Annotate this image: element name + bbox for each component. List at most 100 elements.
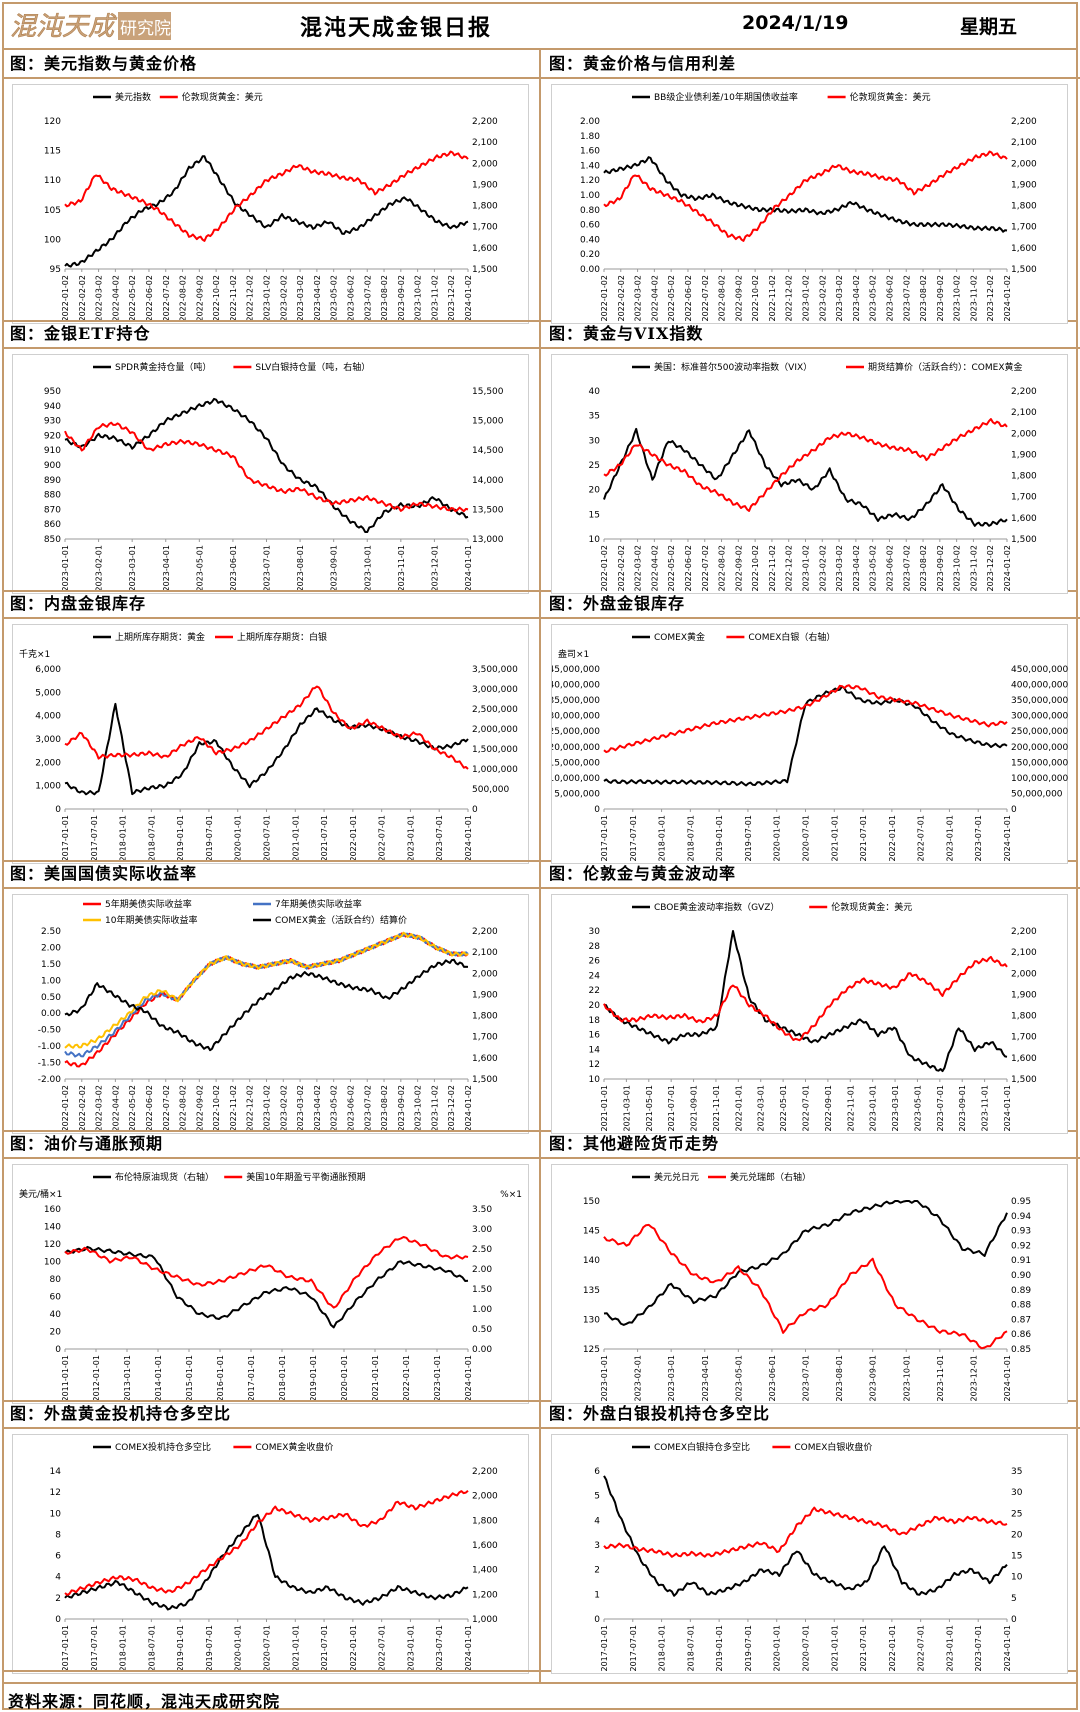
title-divider bbox=[541, 347, 1080, 349]
title-divider bbox=[2, 347, 541, 349]
x-tick-label: 2020-07-01 bbox=[263, 815, 272, 862]
title-divider bbox=[541, 1427, 1080, 1429]
legend: 布伦特原油现货（右轴） 美国10年期盈亏平衡通胀预期 bbox=[93, 1171, 366, 1183]
y-tick-label-left: 940 bbox=[44, 402, 61, 412]
series-line bbox=[64, 702, 469, 796]
legend-label: 10年期美债实际收益率 bbox=[105, 914, 197, 926]
y-tick-label-left: 140 bbox=[44, 1223, 61, 1233]
x-tick-label: 2020-07-01 bbox=[802, 815, 811, 862]
x-tick-label: 2022-02-02 bbox=[617, 545, 626, 592]
x-tick-label: 2023-07-01 bbox=[435, 815, 444, 862]
title-divider bbox=[2, 617, 541, 619]
row-divider bbox=[2, 860, 1078, 862]
x-tick-label: 2022-04-02 bbox=[650, 275, 659, 322]
legend-label: COMEX白银（右轴） bbox=[748, 631, 835, 643]
y-tick-label-left: 1.00 bbox=[41, 976, 61, 986]
y-tick-label-left: 30 bbox=[589, 436, 601, 446]
x-tick-label: 2023-05-02 bbox=[869, 275, 878, 322]
y-tick-label-left: 10 bbox=[589, 535, 601, 545]
x-tick-label: 2023-12-02 bbox=[447, 1085, 456, 1132]
panel-title: 图：外盘黄金投机持仓多空比 bbox=[10, 1404, 232, 1423]
y-tick-label-left: 0 bbox=[55, 805, 61, 815]
x-tick-label: 2015-01-01 bbox=[185, 1355, 194, 1402]
x-tick-label: 2024-01-01 bbox=[464, 1625, 473, 1672]
legend-label: 伦敦现货黄金：美元 bbox=[182, 91, 263, 103]
series-line bbox=[64, 931, 469, 1049]
series-line bbox=[64, 1489, 469, 1596]
y-tick-label-right: 2.50 bbox=[472, 1245, 492, 1255]
x-tick-label: 2022-09-02 bbox=[195, 1085, 204, 1132]
title-divider bbox=[2, 1427, 541, 1429]
legend: 美元兑日元 美元兑瑞郎（右轴） bbox=[632, 1171, 811, 1183]
x-tick-label: 2022-08-02 bbox=[718, 545, 727, 592]
y-tick-label-right: 1,700 bbox=[1011, 1033, 1037, 1043]
y-tick-label-right: 14,000 bbox=[472, 476, 504, 486]
y-tick-label-left: 900 bbox=[44, 461, 61, 471]
y-tick-label-right: 1,500 bbox=[472, 1075, 498, 1085]
y-tick-label-left: 2 bbox=[55, 1594, 61, 1604]
x-tick-label: 2022-02-02 bbox=[617, 275, 626, 322]
y-tick-label-right: 400,000,000 bbox=[1011, 681, 1069, 691]
y-tick-label-left: 135 bbox=[583, 1286, 600, 1296]
y-tick-label-right: 2,200 bbox=[1011, 927, 1037, 937]
y-tick-label-right: 1,600 bbox=[472, 244, 498, 254]
x-tick-label: 2023-11-02 bbox=[430, 1085, 439, 1132]
y-tick-label-right: 1,500 bbox=[1011, 535, 1037, 545]
y-tick-label-right: 0.89 bbox=[1011, 1286, 1031, 1296]
y-tick-label-right: 1,900 bbox=[1011, 180, 1037, 190]
x-tick-label: 2021-01-01 bbox=[291, 815, 300, 862]
y-tick-label-right: 1,600 bbox=[1011, 1054, 1037, 1064]
axis-unit-left: 美元/桶×1 bbox=[19, 1188, 62, 1200]
x-tick-label: 2023-10-01 bbox=[363, 545, 372, 592]
y-tick-label-left: 1.50 bbox=[41, 960, 61, 970]
x-tick-label: 2023-07-01 bbox=[263, 545, 272, 592]
x-tick-label: 2022-01-01 bbox=[349, 815, 358, 862]
legend-label: COMEX白银收盘价 bbox=[794, 1441, 872, 1453]
y-tick-label-left: 2.00 bbox=[41, 943, 61, 953]
legend: 美元指数 伦敦现货黄金：美元 bbox=[93, 91, 263, 103]
x-tick-label: 2020-07-01 bbox=[263, 1625, 272, 1672]
y-tick-label-left: 80 bbox=[50, 1275, 62, 1285]
line-chart: COMEX投机持仓多空比 COMEX黄金收盘价 0 2 4 6 8 10 12 14 1,000 1,… bbox=[50, 1441, 498, 1672]
y-tick-label-left: 14 bbox=[589, 1045, 601, 1055]
x-tick-label: 2023-12-01 bbox=[430, 545, 439, 592]
y-tick-label-left: 950 bbox=[44, 387, 61, 397]
x-tick-label: 2022-07-01 bbox=[917, 1625, 926, 1672]
y-tick-label-left: 6 bbox=[594, 1467, 600, 1477]
x-tick-label: 2023-07-02 bbox=[363, 275, 372, 322]
y-tick-label-right: 350,000,000 bbox=[1011, 696, 1069, 706]
x-tick-label: 2022-05-02 bbox=[128, 1085, 137, 1132]
title-divider bbox=[541, 77, 1080, 79]
x-tick-label: 2019-01-01 bbox=[309, 1355, 318, 1402]
legend-label: 上期所库存期货：白银 bbox=[237, 631, 327, 643]
x-tick-label: 2021-07-01 bbox=[859, 1625, 868, 1672]
x-tick-label: 2018-07-01 bbox=[686, 1625, 695, 1672]
legend-label: COMEX投机持仓多空比 bbox=[115, 1441, 211, 1453]
x-tick-label: 2024-01-01 bbox=[1003, 815, 1012, 862]
y-tick-label-left: 1.60 bbox=[580, 147, 600, 157]
x-tick-label: 2023-03-02 bbox=[835, 275, 844, 322]
y-tick-label-left: 0.50 bbox=[41, 993, 61, 1003]
x-tick-label: 2024-01-01 bbox=[1003, 1625, 1012, 1672]
y-tick-label-left: 95 bbox=[50, 265, 61, 275]
x-tick-label: 2019-01-01 bbox=[176, 815, 185, 862]
y-tick-label-left: 14 bbox=[50, 1467, 62, 1477]
x-tick-label: 2024-01-01 bbox=[464, 545, 473, 592]
y-tick-label-right: 0 bbox=[1011, 805, 1017, 815]
y-tick-label-right: 500,000 bbox=[472, 785, 509, 795]
x-tick-label: 2024-01-02 bbox=[464, 275, 473, 322]
x-tick-label: 2021-01-01 bbox=[371, 1355, 380, 1402]
y-tick-label-right: 15,500 bbox=[472, 387, 504, 397]
chart-panel: 美国：标准普尔500波动率指数（VIX） 期货结算价（活跃合约）：COMEX黄金 1… bbox=[551, 354, 1068, 594]
x-tick-label: 2022-10-02 bbox=[212, 1085, 221, 1132]
x-tick-label: 2024-01-02 bbox=[1003, 275, 1012, 322]
y-tick-label-left: 120 bbox=[44, 117, 61, 127]
panel-title: 图：美元指数与黄金价格 bbox=[10, 54, 198, 73]
x-tick-label: 2023-01-01 bbox=[406, 1625, 415, 1672]
y-tick-label-left: 130 bbox=[583, 1315, 600, 1325]
series-line bbox=[64, 1245, 469, 1329]
x-tick-label: 2022-07-01 bbox=[378, 815, 387, 862]
y-tick-label-right: 14,500 bbox=[472, 446, 504, 456]
y-tick-label-right: 13,500 bbox=[472, 505, 504, 515]
